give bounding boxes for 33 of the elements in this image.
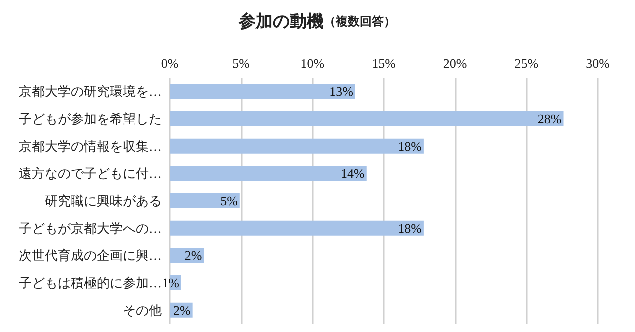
y-tick-label: 京都大学の研究環境を… xyxy=(19,84,162,100)
x-tick-label: 20% xyxy=(443,56,468,71)
bar xyxy=(170,138,424,154)
data-label: 13% xyxy=(330,84,354,100)
data-label: 28% xyxy=(538,112,562,126)
data-label: 14% xyxy=(341,166,366,182)
x-tick-label: 10% xyxy=(300,56,325,71)
y-tick-label: その他 xyxy=(123,302,162,318)
x-tick-label: 15% xyxy=(372,56,396,71)
chart-subtitle: （複数回答） xyxy=(324,14,396,28)
data-label: 2% xyxy=(173,302,191,318)
data-label: 2% xyxy=(184,248,202,264)
y-tick-label: 京都大学の情報を収集… xyxy=(19,138,162,154)
bar xyxy=(170,220,424,236)
y-tick-label: 子どもは積極的に参加… xyxy=(19,276,162,290)
data-label: 5% xyxy=(220,194,238,208)
x-tick-label: 5% xyxy=(232,56,250,71)
x-tick-label: 0% xyxy=(161,56,179,71)
data-label: 1% xyxy=(162,276,180,290)
bar xyxy=(170,194,240,208)
data-label: 18% xyxy=(398,220,422,236)
y-tick-label: 子どもが京都大学への… xyxy=(19,220,162,236)
bar xyxy=(170,166,367,182)
data-label: 18% xyxy=(398,138,422,154)
bar xyxy=(170,112,564,126)
bar xyxy=(170,84,356,100)
y-tick-label: 子どもが参加を希望した xyxy=(19,112,162,126)
x-tick-label: 30% xyxy=(586,56,610,71)
y-tick-label: 遠方なので子どもに付… xyxy=(19,166,162,182)
chart-title: 参加の動機 xyxy=(238,12,324,31)
y-tick-label: 研究職に興味がある xyxy=(45,194,162,208)
x-tick-label: 25% xyxy=(514,56,539,71)
y-tick-label: 次世代育成の企画に興… xyxy=(19,248,162,264)
